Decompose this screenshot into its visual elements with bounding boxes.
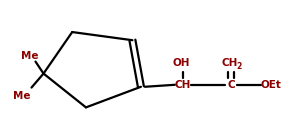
Text: CH: CH	[222, 58, 238, 68]
Text: OEt: OEt	[260, 80, 281, 90]
Text: OH: OH	[172, 58, 190, 68]
Text: Me: Me	[21, 51, 38, 61]
Text: 2: 2	[236, 62, 242, 71]
Text: C: C	[227, 80, 235, 90]
Text: CH: CH	[175, 80, 191, 90]
Text: Me: Me	[13, 91, 30, 101]
